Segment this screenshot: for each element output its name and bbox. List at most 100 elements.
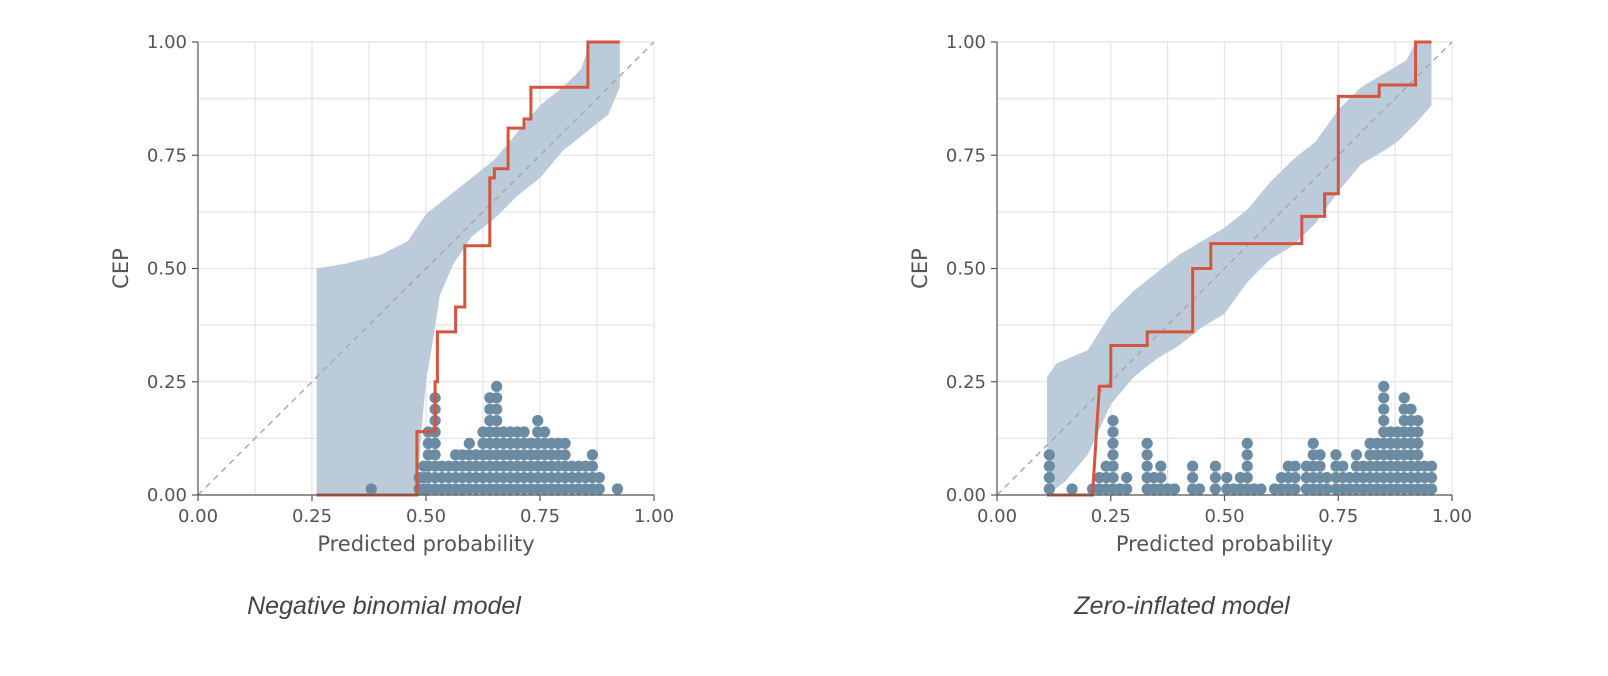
data-dot <box>593 483 605 495</box>
data-dot <box>491 392 503 404</box>
data-dot <box>1107 472 1119 484</box>
y-tick-label: 0.75 <box>946 145 986 166</box>
y-axis-title: CEP <box>109 248 133 289</box>
diagonal-reference-line <box>197 41 655 496</box>
data-dot <box>1141 437 1153 449</box>
data-dot <box>559 449 571 461</box>
data-dot <box>1378 415 1390 427</box>
y-tick-label: 0.50 <box>946 259 986 280</box>
x-axis-title: Predicted probability <box>1116 532 1333 556</box>
data-dot <box>518 426 530 438</box>
data-dot <box>491 403 503 415</box>
data-dot <box>491 380 503 392</box>
data-dot <box>1241 460 1253 472</box>
x-tick-label: 0.00 <box>178 506 218 527</box>
data-dot <box>1107 460 1119 472</box>
data-dot <box>538 426 551 438</box>
x-tick-label: 0.00 <box>977 506 1017 527</box>
y-tick-label: 0.25 <box>946 372 986 393</box>
data-dot <box>1378 392 1390 404</box>
data-dot <box>463 437 475 449</box>
data-dot <box>1412 415 1424 427</box>
data-dot <box>1378 403 1390 415</box>
data-dot <box>1107 426 1119 438</box>
data-dot <box>1066 483 1078 495</box>
data-dot <box>1107 449 1119 461</box>
data-dot <box>1107 437 1119 449</box>
data-dot <box>1330 449 1342 461</box>
data-dot <box>1255 483 1267 495</box>
data-dot <box>1289 483 1301 495</box>
data-dot <box>1141 449 1153 461</box>
data-dot <box>1425 472 1438 484</box>
y-tick-label: 0.75 <box>147 145 187 166</box>
data-dot <box>1043 460 1055 472</box>
data-dot <box>1289 472 1301 484</box>
y-tick-label: 1.00 <box>946 32 986 53</box>
chart-caption: Negative binomial model <box>247 592 522 620</box>
x-tick-label: 0.25 <box>1091 506 1131 527</box>
x-tick-label: 0.75 <box>1318 506 1358 527</box>
data-dot <box>1412 437 1424 449</box>
y-axis-title: CEP <box>908 248 932 289</box>
data-dot <box>1209 472 1221 484</box>
data-dot <box>1241 449 1253 461</box>
data-dot <box>1307 437 1319 449</box>
data-dot <box>1209 460 1221 472</box>
y-tick-label: 0.00 <box>147 485 187 506</box>
cep-step-line <box>316 40 620 497</box>
data-dot <box>429 449 441 461</box>
confidence-band <box>316 42 620 495</box>
data-dot <box>1168 483 1181 495</box>
x-tick-label: 1.00 <box>1432 506 1472 527</box>
x-tick-label: 0.25 <box>292 506 332 527</box>
data-dot <box>1412 449 1424 461</box>
data-dot <box>491 415 503 427</box>
data-dot <box>1187 472 1199 484</box>
data-dot <box>1337 460 1349 472</box>
data-dot <box>1155 460 1167 472</box>
data-dot <box>1425 460 1438 472</box>
x-axis-title: Predicted probability <box>317 532 534 556</box>
data-dot <box>1241 437 1253 449</box>
y-tick-label: 0.00 <box>946 485 986 506</box>
data-dot <box>1350 449 1363 461</box>
data-dot <box>1241 472 1253 484</box>
data-dot <box>1141 460 1153 472</box>
x-tick-label: 0.50 <box>406 506 446 527</box>
data-dot <box>365 483 377 495</box>
data-dot <box>1121 472 1133 484</box>
data-dot <box>611 483 624 495</box>
data-dot <box>1321 472 1333 484</box>
diagonal-reference-line <box>996 41 1453 496</box>
data-dot <box>1378 380 1390 392</box>
x-tick-label: 0.75 <box>520 506 560 527</box>
data-dot <box>1043 483 1055 495</box>
y-tick-label: 1.00 <box>147 32 187 53</box>
y-tick-label: 0.25 <box>147 372 187 393</box>
x-tick-label: 0.50 <box>1204 506 1244 527</box>
data-dot <box>1398 392 1410 404</box>
data-dot <box>532 415 544 427</box>
chart-panel-negative-binomial: 0.00 0.25 0.50 0.75 1.00 0.00 0.25 0.50 0.75 1.00… <box>109 32 674 620</box>
data-dot <box>593 472 605 484</box>
data-dot <box>586 449 599 461</box>
data-dot <box>1412 426 1424 438</box>
data-dot <box>1107 415 1119 427</box>
data-dot <box>1314 460 1326 472</box>
chart-panel-zero-inflated: 0.00 0.25 0.50 0.75 1.00 0.00 0.25 0.50 0.75 1.00… <box>908 32 1472 620</box>
data-dot <box>1043 472 1055 484</box>
data-dot <box>586 460 599 472</box>
data-dot <box>1405 403 1417 415</box>
data-dot <box>559 437 571 449</box>
data-dot <box>1155 472 1167 484</box>
data-dot <box>1121 483 1133 495</box>
cep-step-line <box>1047 40 1432 497</box>
y-tick-label: 0.50 <box>147 259 187 280</box>
data-dot <box>1209 483 1221 495</box>
data-dot <box>1221 472 1233 484</box>
data-dot <box>1321 483 1333 495</box>
data-dot <box>1289 460 1301 472</box>
confidence-band <box>1047 42 1432 495</box>
